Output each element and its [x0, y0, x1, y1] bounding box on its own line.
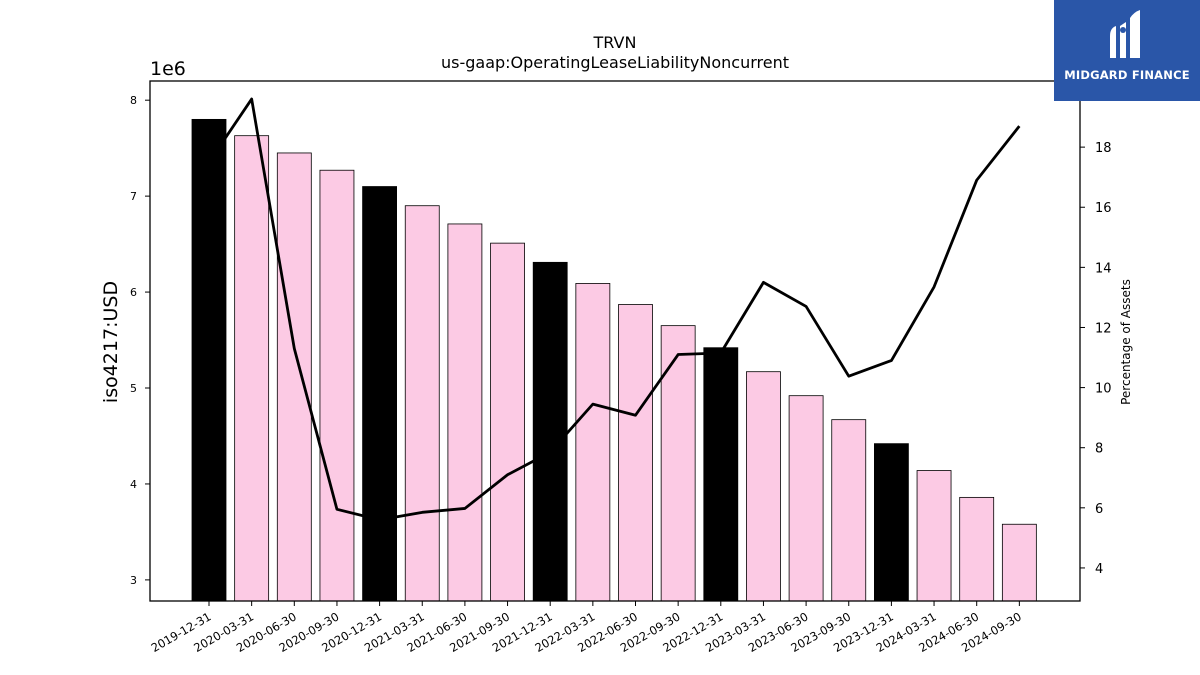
y2-tick-label: 10: [1095, 382, 1112, 397]
y-tick-label: 4: [130, 478, 137, 491]
y2-tick-label: 6: [1095, 502, 1103, 517]
y2-tick-label: 12: [1095, 321, 1112, 336]
brand-logo: MIDGARD FINANCE: [1054, 0, 1200, 101]
bars-layer: [191, 118, 1037, 602]
percentage-line: [207, 97, 1021, 522]
plot-frame: [149, 80, 1081, 602]
bar-2021-09-30: [490, 242, 525, 602]
bar-2023-12-31: [874, 443, 909, 602]
brand-logo-text: MIDGARD FINANCE: [1064, 68, 1190, 82]
bar-2020-09-30: [319, 169, 355, 602]
bar-2020-03-31: [234, 135, 270, 602]
y-tick-label: 3: [130, 574, 137, 587]
bar-2024-03-31: [916, 470, 952, 602]
y2-tick-label: 14: [1095, 261, 1112, 276]
line-layer: [207, 97, 1021, 522]
bar-2019-12-31: [191, 118, 227, 602]
y2-tick-label: 8: [1095, 442, 1103, 457]
bar-2024-06-30: [959, 496, 995, 602]
y-tick-label: 7: [130, 190, 137, 203]
y2-axis-label: Percentage of Assets: [1119, 279, 1133, 405]
bar-2022-06-30: [618, 304, 653, 602]
y2-tick-label: 18: [1095, 141, 1112, 156]
y-axis-label: iso4217:USD: [100, 281, 122, 403]
y-tick-label: 5: [130, 382, 137, 395]
bar-2020-12-31: [362, 186, 398, 602]
bar-2021-12-31: [532, 261, 568, 602]
bar-2023-03-31: [746, 371, 781, 602]
brand-mark-icon: [1110, 10, 1140, 58]
y-offset-label: 1e6: [150, 58, 186, 80]
bar-2021-03-31: [404, 205, 440, 602]
bar-2021-06-30: [447, 223, 483, 602]
chart-subtitle: us-gaap:OperatingLeaseLiabilityNoncurren…: [441, 53, 789, 72]
bar-2024-09-30: [1001, 523, 1037, 602]
bar-2023-06-30: [788, 395, 824, 602]
bar-2020-06-30: [276, 152, 312, 602]
bar-2023-09-30: [831, 419, 867, 602]
bar-2022-03-31: [575, 283, 611, 602]
bar-2022-09-30: [660, 325, 696, 602]
chart-title: TRVN: [593, 33, 637, 52]
y-tick-label: 6: [130, 286, 137, 299]
bar-2022-12-31: [703, 347, 739, 602]
y2-tick-label: 16: [1095, 201, 1112, 216]
y2-tick-label: 4: [1095, 562, 1103, 577]
y-tick-label: 8: [130, 94, 137, 107]
